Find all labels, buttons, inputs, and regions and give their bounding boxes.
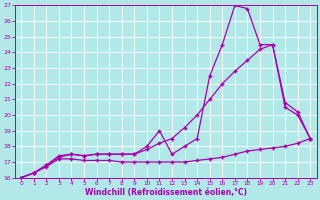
X-axis label: Windchill (Refroidissement éolien,°C): Windchill (Refroidissement éolien,°C) (85, 188, 247, 197)
